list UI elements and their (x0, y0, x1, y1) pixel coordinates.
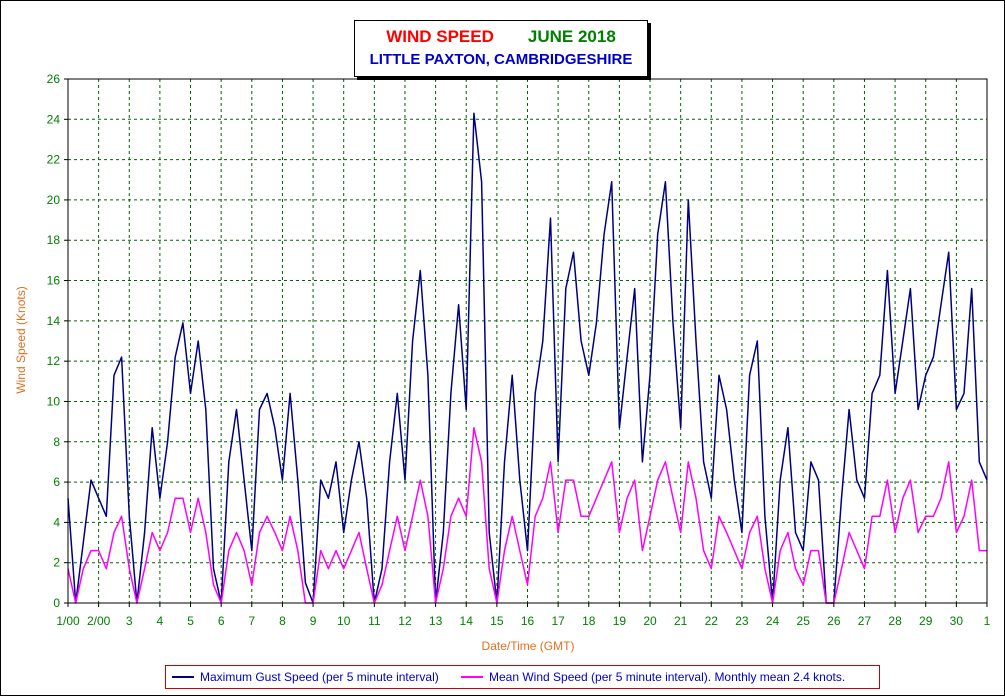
chart-subtitle: LITTLE PAXTON, CAMBRIDGESHIRE (369, 51, 633, 68)
y-tick-label: 26 (47, 72, 61, 86)
legend-swatch-gust (172, 676, 194, 678)
y-tick-label: 16 (47, 274, 61, 288)
x-tick-label: 1 (984, 614, 991, 628)
plot-area (68, 79, 987, 603)
x-tick-label: 5 (187, 614, 194, 628)
x-tick-label: 28 (888, 614, 902, 628)
x-tick-label: 2/00 (87, 614, 111, 628)
x-tick-label: 23 (735, 614, 749, 628)
legend-label-mean: Mean Wind Speed (per 5 minute interval).… (489, 670, 846, 684)
y-tick-label: 8 (53, 435, 60, 449)
legend-item-mean: Mean Wind Speed (per 5 minute interval).… (461, 666, 845, 688)
x-tick-label: 10 (337, 614, 351, 628)
x-tick-label: 1/00 (56, 614, 80, 628)
x-tick-label: 14 (460, 614, 474, 628)
x-tick-label: 19 (613, 614, 627, 628)
x-tick-label: 7 (248, 614, 255, 628)
x-tick-label: 9 (310, 614, 317, 628)
legend-swatch-mean (461, 676, 483, 678)
x-tick-label: 16 (521, 614, 535, 628)
y-tick-label: 10 (47, 394, 61, 408)
x-tick-label: 30 (950, 614, 964, 628)
y-tick-label: 0 (53, 596, 60, 610)
y-tick-label: 12 (47, 354, 61, 368)
chart-title-part1: WIND SPEED (386, 27, 494, 46)
y-tick-label: 2 (53, 556, 60, 570)
x-tick-label: 18 (582, 614, 596, 628)
y-tick-label: 20 (47, 193, 61, 207)
x-tick-label: 27 (858, 614, 872, 628)
y-tick-label: 6 (53, 475, 60, 489)
y-tick-label: 14 (47, 314, 61, 328)
y-tick-label: 18 (47, 233, 61, 247)
chart-legend: Maximum Gust Speed (per 5 minute interva… (165, 665, 880, 689)
chart-title-box: WIND SPEED JUNE 2018 LITTLE PAXTON, CAMBR… (354, 20, 648, 77)
axes (64, 78, 988, 607)
x-tick-label: 4 (157, 614, 164, 628)
x-tick-label: 11 (368, 614, 381, 628)
y-tick-label: 24 (47, 112, 61, 126)
grid-lines (68, 78, 988, 603)
chart-title: WIND SPEED JUNE 2018 (355, 27, 647, 47)
x-axis-label: Date/Time (GMT) (482, 639, 575, 653)
x-tick-label: 8 (279, 614, 286, 628)
x-tick-label: 15 (490, 614, 504, 628)
y-axis-label: Wind Speed (Knots) (14, 286, 28, 393)
y-tick-label: 4 (53, 515, 60, 529)
x-tick-label: 17 (551, 614, 565, 628)
chart-title-part2: JUNE 2018 (527, 27, 616, 46)
x-tick-label: 13 (429, 614, 443, 628)
x-tick-label: 21 (674, 614, 688, 628)
x-tick-label: 26 (827, 614, 841, 628)
x-tick-label: 3 (126, 614, 133, 628)
x-tick-label: 20 (643, 614, 657, 628)
x-tick-label: 29 (919, 614, 933, 628)
x-tick-label: 6 (218, 614, 225, 628)
legend-item-gust: Maximum Gust Speed (per 5 minute interva… (172, 666, 439, 688)
x-tick-label: 25 (797, 614, 811, 628)
x-tick-label: 24 (766, 614, 780, 628)
x-tick-label: 22 (705, 614, 719, 628)
legend-label-gust: Maximum Gust Speed (per 5 minute interva… (200, 670, 439, 684)
y-tick-label: 22 (47, 153, 61, 167)
x-tick-label: 12 (398, 614, 412, 628)
plot-border (67, 78, 988, 604)
